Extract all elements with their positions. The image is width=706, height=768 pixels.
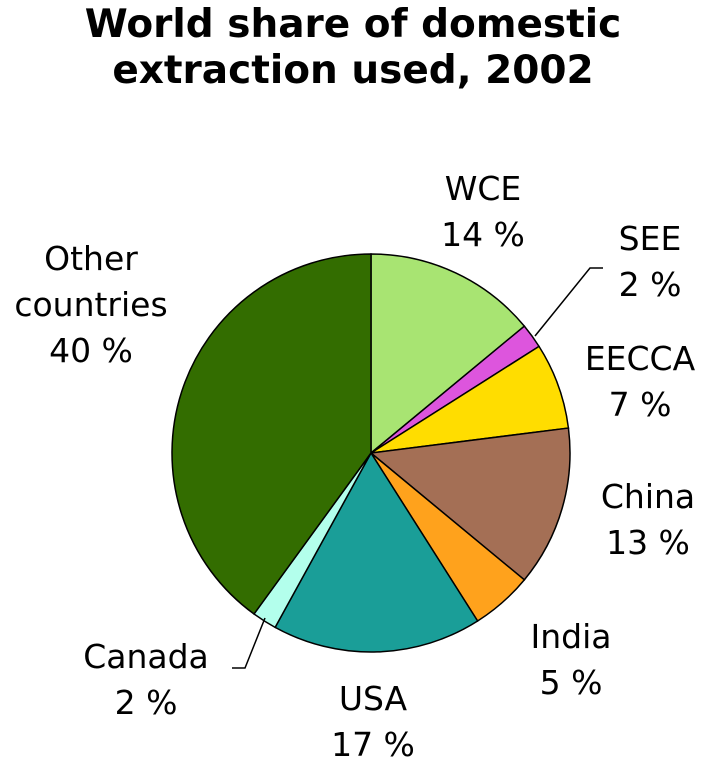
- slice-label-wce: WCE 14 %: [441, 169, 525, 254]
- slice-label-see: SEE 2 %: [619, 219, 682, 304]
- slice-label-china: China 13 %: [601, 477, 695, 562]
- slice-label-other-countries: Other countries 40 %: [14, 239, 167, 370]
- chart-title-line-1: World share of domestic: [84, 2, 622, 47]
- pie-slice-wce: [370, 253, 526, 455]
- pie-slice-china: [369, 427, 571, 581]
- pie-slices: [171, 253, 571, 653]
- leader-line-see: [534, 267, 603, 337]
- pie-slice-usa: [274, 451, 479, 653]
- slice-label-canada: Canada 2 %: [83, 637, 209, 722]
- chart-title-line-2: extraction used, 2002: [112, 48, 594, 93]
- chart-title: World share of domestic extraction used,…: [0, 2, 706, 94]
- slice-label-eecca: EECCA 7 %: [585, 339, 696, 424]
- leader-lines: [232, 267, 603, 669]
- leader-line-canada: [232, 617, 266, 669]
- slice-label-usa: USA 17 %: [331, 679, 415, 764]
- slice-labels: WCE 14 % SEE 2 % EECCA 7 % China 13 % India 5 % US…: [14, 169, 695, 764]
- slice-label-india: India 5 %: [531, 617, 612, 702]
- pie-slice-other-countries: [171, 253, 372, 616]
